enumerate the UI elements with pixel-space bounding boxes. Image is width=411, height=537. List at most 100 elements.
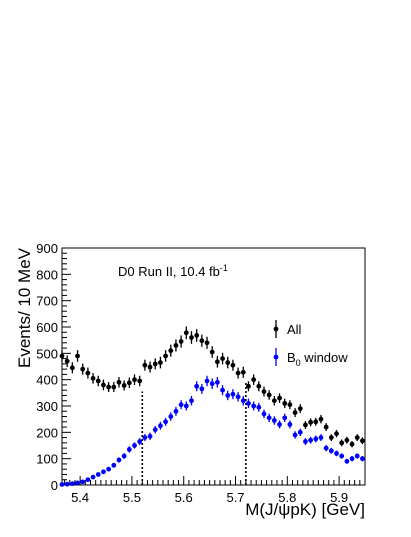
data-series (59, 326, 365, 487)
data-point-b0 (323, 445, 329, 451)
data-point-b0 (297, 429, 303, 435)
chart-text: D0 Run II, 10.4 fb-1 Events/ 10 MeV M(J/ψp… (15, 247, 365, 519)
data-point-all (214, 359, 220, 365)
data-point-b0 (111, 462, 117, 468)
data-point-all (137, 378, 143, 384)
data-point-b0 (152, 427, 158, 433)
chart-annotation: D0 Run II, 10.4 fb-1 (118, 263, 228, 279)
window-lines (141, 382, 247, 485)
data-point-b0 (204, 378, 210, 384)
data-point-all (178, 339, 184, 344)
data-point-all (64, 358, 70, 364)
data-point-all (69, 365, 75, 371)
legend: All B0 window (273, 320, 348, 368)
data-point-b0 (261, 411, 267, 417)
data-point-b0 (230, 391, 236, 397)
data-point-b0 (194, 383, 200, 389)
data-point-b0 (277, 422, 282, 427)
y-tick-label: 100 (36, 452, 58, 467)
data-point-b0 (334, 451, 339, 456)
y-tick-label: 700 (36, 294, 58, 309)
data-point-b0 (235, 394, 241, 400)
data-point-b0 (64, 481, 70, 487)
data-point-b0 (137, 439, 143, 444)
data-point-all (168, 348, 174, 354)
data-point-b0 (106, 466, 112, 472)
data-point-b0 (121, 453, 127, 459)
x-axis-ticks: 5.4 5.5 5.6 5.7 5.8 5.9 (64, 476, 366, 505)
data-point-all (158, 360, 163, 365)
data-point-all (230, 362, 236, 368)
data-point-all (287, 402, 293, 408)
data-point-all (297, 406, 303, 412)
data-point-all (126, 380, 132, 386)
data-point-all (354, 435, 360, 440)
data-point-all (318, 416, 324, 422)
data-point-all (360, 438, 365, 444)
data-point-b0 (271, 418, 277, 423)
data-point-all (147, 364, 153, 370)
data-point-b0 (116, 457, 122, 463)
data-point-b0 (354, 453, 360, 459)
data-point-b0 (246, 400, 251, 406)
data-point-all (313, 419, 319, 425)
data-point-b0 (220, 387, 225, 393)
data-point-all (261, 389, 267, 394)
y-tick-label: 0 (51, 478, 58, 493)
y-tick-label: 400 (36, 373, 58, 388)
data-point-b0 (142, 435, 148, 440)
y-axis-label: Events/ 10 MeV (15, 247, 34, 368)
x-tick-label: 5.5 (123, 490, 141, 505)
data-point-b0 (209, 381, 215, 387)
data-point-all (235, 370, 241, 376)
data-point-all (132, 377, 137, 383)
data-point-all (142, 362, 148, 368)
data-point-b0 (69, 481, 75, 487)
data-point-all (303, 422, 308, 428)
data-point-b0 (313, 436, 319, 442)
data-point-b0 (303, 439, 308, 444)
data-point-b0 (75, 480, 80, 486)
y-axis-ticks: 0 100 200 300 400 500 600 700 800 900 (36, 241, 71, 493)
data-point-b0 (173, 408, 179, 414)
data-point-b0 (349, 456, 355, 462)
data-point-all (90, 375, 96, 381)
data-point-b0 (308, 437, 314, 443)
data-point-b0 (189, 398, 194, 404)
data-point-all (225, 360, 231, 365)
data-point-b0 (147, 433, 153, 439)
data-point-all (344, 437, 350, 443)
plot-frame-rect (61, 247, 366, 486)
data-point-b0 (168, 414, 174, 419)
data-point-all (277, 395, 282, 401)
y-tick-label: 600 (36, 320, 58, 335)
data-point-all (339, 440, 345, 446)
data-point-all (163, 353, 168, 359)
data-point-all (111, 384, 117, 390)
data-point-all (80, 366, 86, 372)
legend-label-b0: B0 window (287, 350, 348, 368)
data-point-all (121, 383, 127, 388)
data-point-b0 (360, 456, 365, 462)
data-point-b0 (183, 403, 189, 409)
plot-frame (61, 247, 366, 486)
data-point-all (173, 343, 179, 348)
x-tick-label: 5.7 (226, 490, 244, 505)
data-point-all (116, 379, 122, 385)
data-point-b0 (90, 474, 96, 480)
data-point-all (199, 338, 205, 344)
data-point-all (75, 353, 80, 359)
legend-label-all: All (287, 322, 302, 337)
data-point-all (95, 378, 101, 384)
data-point-b0 (328, 448, 334, 454)
data-point-all (152, 361, 158, 367)
data-point-all (251, 377, 257, 383)
data-point-b0 (59, 482, 65, 487)
data-point-all (101, 382, 106, 388)
data-point-b0 (178, 402, 184, 408)
data-point-all (334, 431, 339, 437)
data-point-all (85, 370, 91, 376)
data-point-all (328, 435, 334, 440)
